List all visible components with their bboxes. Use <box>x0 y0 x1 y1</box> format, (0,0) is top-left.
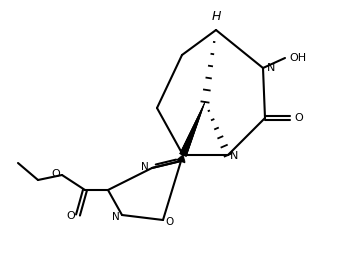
Text: O: O <box>165 217 173 227</box>
Text: OH: OH <box>289 53 306 63</box>
Text: O: O <box>66 211 75 221</box>
Text: H: H <box>211 9 221 23</box>
Text: N: N <box>267 63 275 73</box>
Text: O: O <box>51 169 60 179</box>
Text: O: O <box>294 113 303 123</box>
Text: N: N <box>141 162 149 172</box>
Polygon shape <box>180 102 205 156</box>
Polygon shape <box>180 102 205 156</box>
Text: N: N <box>230 151 238 161</box>
Text: N: N <box>112 212 120 222</box>
